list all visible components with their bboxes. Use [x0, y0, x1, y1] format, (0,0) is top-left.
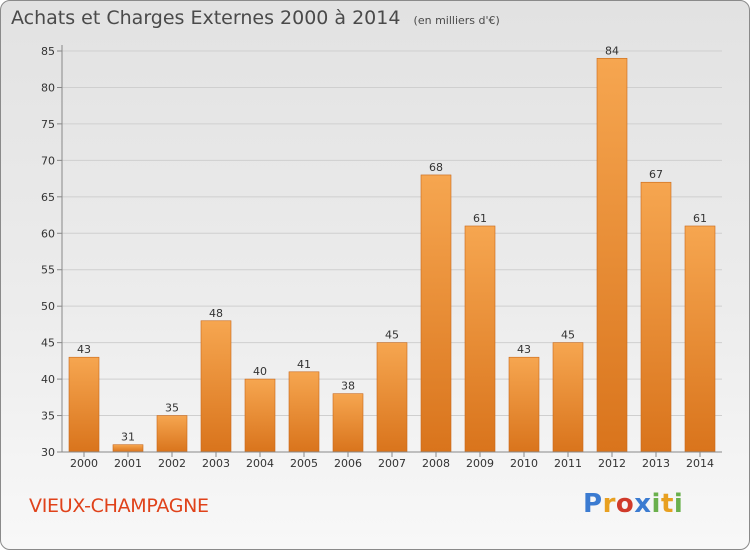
x-tick-label: 2013 [642, 457, 670, 470]
bar-value-label: 43 [77, 343, 91, 356]
x-tick-label: 2000 [70, 457, 98, 470]
x-tick-label: 2003 [202, 457, 230, 470]
y-tick-label: 70 [41, 154, 55, 167]
bar-value-label: 61 [473, 212, 487, 225]
x-tick-label: 2004 [246, 457, 274, 470]
logo-letter: t [660, 489, 674, 519]
y-tick-label: 55 [41, 264, 55, 277]
y-tick-label: 35 [41, 410, 55, 423]
bar-value-label: 31 [121, 431, 135, 444]
y-tick-label: 80 [41, 81, 55, 94]
bar [596, 57, 628, 453]
bar [376, 342, 408, 453]
x-tick-label: 2007 [378, 457, 406, 470]
bar [244, 378, 276, 453]
y-tick-label: 30 [41, 446, 55, 459]
x-tick-label: 2001 [114, 457, 142, 470]
bar-value-label: 45 [561, 329, 575, 342]
bar-value-label: 68 [429, 161, 443, 174]
bar-value-label: 40 [253, 365, 267, 378]
bar [420, 174, 452, 453]
logo-letter: i [673, 489, 684, 519]
bar-value-label: 35 [165, 402, 179, 415]
bar [68, 356, 100, 453]
logo-letter: r [602, 489, 616, 519]
y-tick-label: 65 [41, 191, 55, 204]
bar [200, 320, 232, 453]
y-tick-label: 50 [41, 300, 55, 313]
logo-letter: P [583, 489, 603, 519]
proxiti-logo[interactable]: Proxiti [583, 489, 683, 519]
y-tick-label: 40 [41, 373, 55, 386]
bar-value-label: 45 [385, 329, 399, 342]
bar [552, 342, 584, 453]
y-tick-label: 60 [41, 227, 55, 240]
x-tick-label: 2009 [466, 457, 494, 470]
bar-value-label: 43 [517, 343, 531, 356]
bar [112, 444, 144, 453]
bar-value-label: 61 [693, 212, 707, 225]
y-tick-label: 45 [41, 337, 55, 350]
bar [640, 181, 672, 453]
x-tick-label: 2005 [290, 457, 318, 470]
logo-letter: o [615, 489, 635, 519]
commune-name: VIEUX-CHAMPAGNE [29, 495, 209, 517]
bar-value-label: 48 [209, 307, 223, 320]
x-tick-label: 2002 [158, 457, 186, 470]
bar [156, 415, 188, 453]
bar [332, 393, 364, 453]
bar [464, 225, 496, 453]
x-tick-label: 2012 [598, 457, 626, 470]
title-row: Achats et Charges Externes 2000 à 2014 (… [11, 7, 500, 29]
chart-title: Achats et Charges Externes 2000 à 2014 [11, 7, 401, 29]
x-tick-label: 2010 [510, 457, 538, 470]
logo-letter: i [651, 489, 661, 519]
x-tick-label: 2008 [422, 457, 450, 470]
bar-value-label: 84 [605, 44, 619, 57]
logo-letter: x [634, 489, 652, 519]
bar [288, 371, 320, 453]
x-tick-label: 2014 [686, 457, 714, 470]
bar-value-label: 38 [341, 380, 355, 393]
bar [684, 225, 716, 453]
x-tick-label: 2006 [334, 457, 362, 470]
x-tick-label: 2011 [554, 457, 582, 470]
bar-value-label: 67 [649, 168, 663, 181]
unit-note: (en milliers d'€) [413, 14, 500, 27]
y-tick-label: 85 [41, 45, 55, 58]
bar [508, 356, 540, 453]
bar-value-label: 41 [297, 358, 311, 371]
y-tick-label: 75 [41, 118, 55, 131]
